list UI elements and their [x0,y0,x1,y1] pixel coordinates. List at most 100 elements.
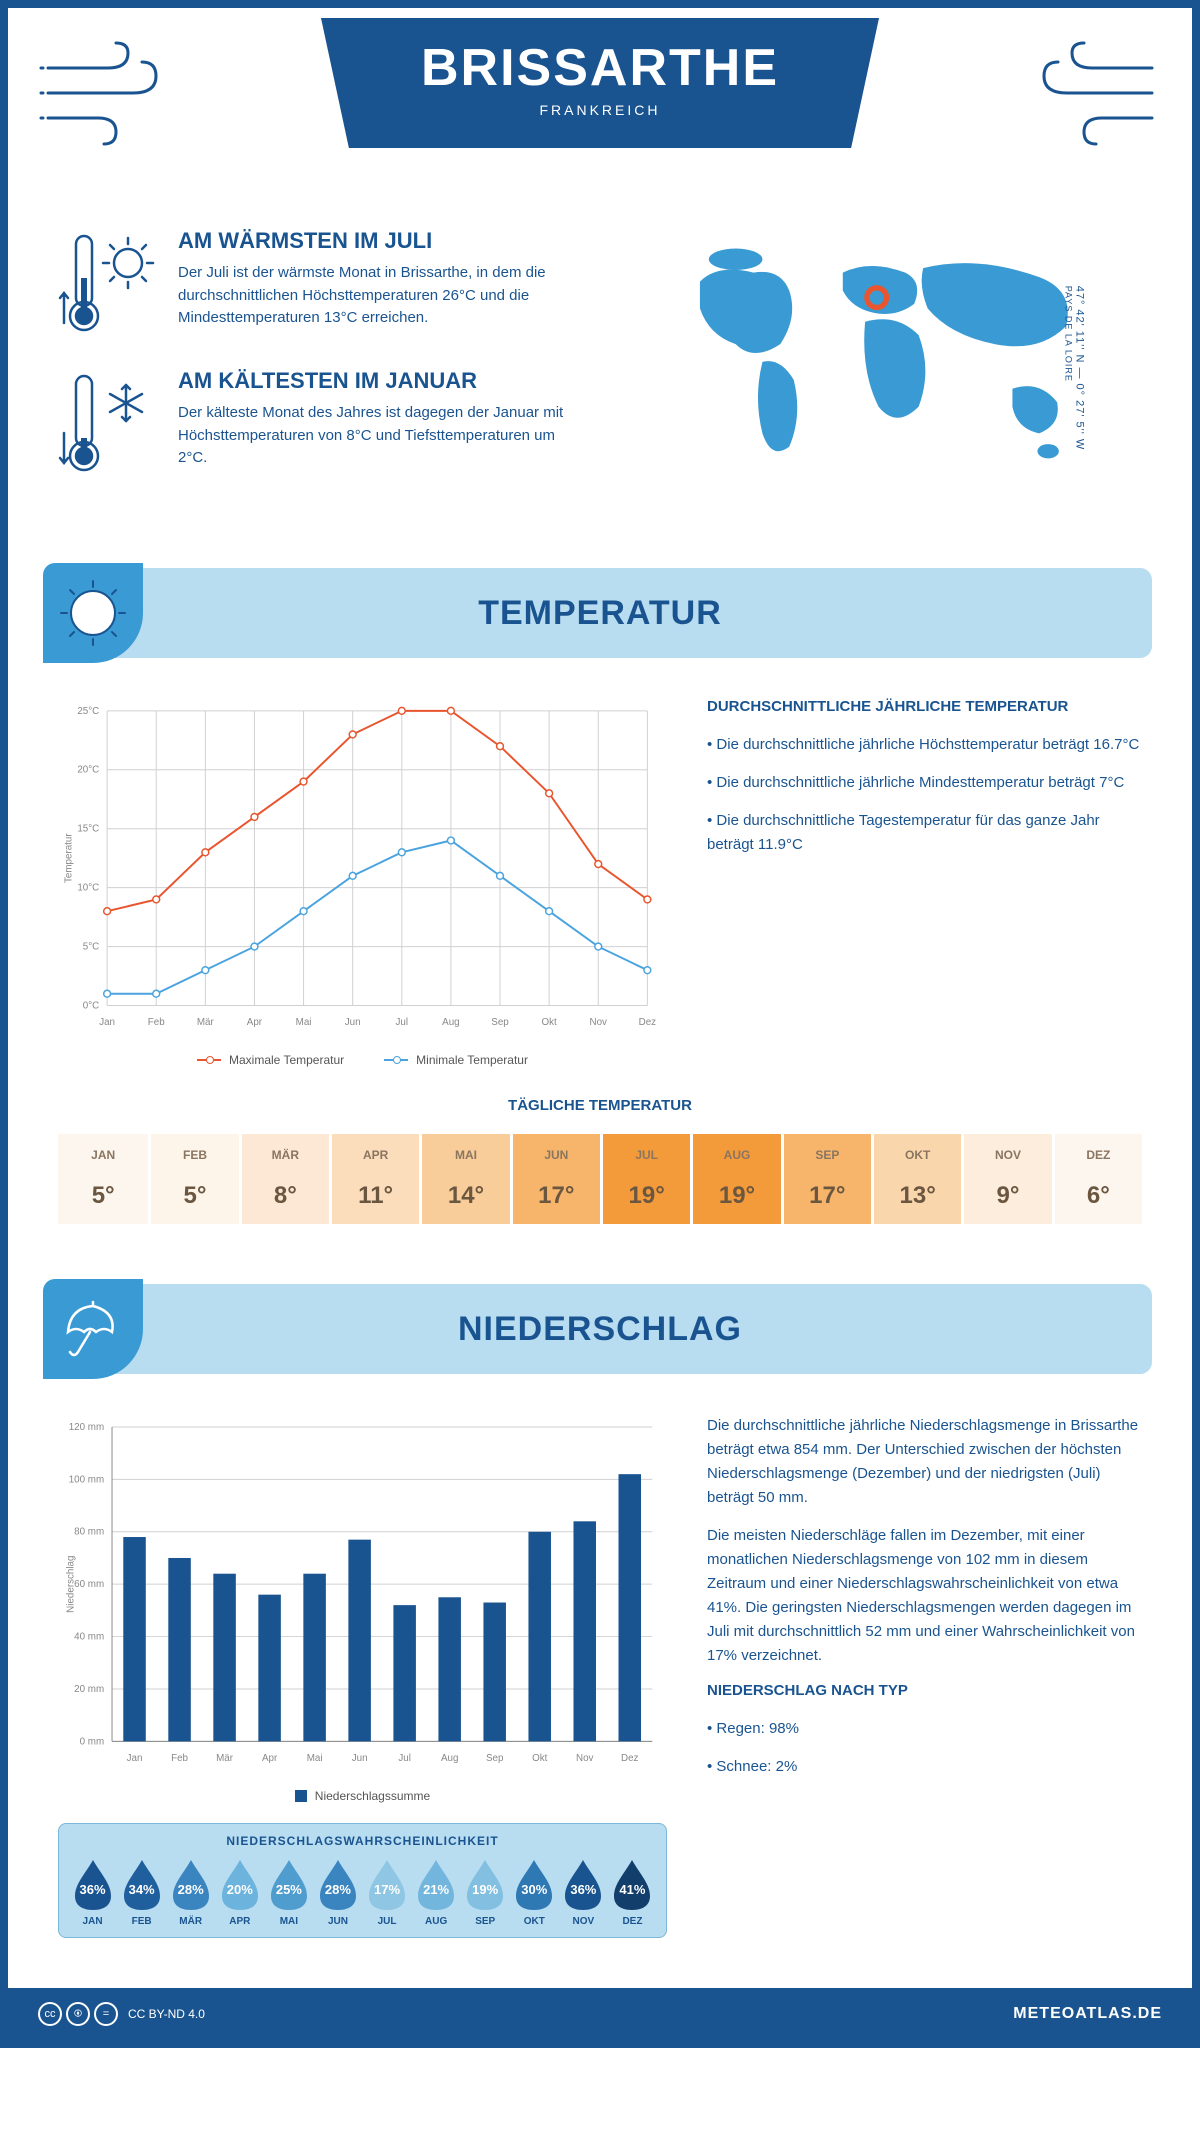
drop-cell: 25% MAI [265,1858,312,1927]
temp-cell: JUN 17° [510,1134,600,1224]
cc-icon: cc 🅯 = [38,2002,118,2026]
temp-cell-value: 5° [155,1182,234,1210]
wind-icon [1022,38,1162,158]
temp-cell-value: 5° [62,1182,144,1210]
svg-text:Apr: Apr [262,1753,278,1764]
drop-month: MÄR [167,1916,214,1927]
temperature-body: 0°C5°C10°C15°C20°C25°CJanFebMärAprMaiJun… [8,678,1192,1087]
warmest-text: AM WÄRMSTEN IM JULI Der Juli ist der wär… [178,228,585,338]
sun-icon [43,563,143,663]
temp-cell-value: 14° [426,1182,505,1210]
warmest-heading: AM WÄRMSTEN IM JULI [178,228,585,254]
drop-value: 36% [570,1882,596,1897]
drop-value: 28% [325,1882,351,1897]
coords-value: 47° 42' 11'' N — 0° 27' 5'' W [1074,286,1086,451]
drop-month: JUL [363,1916,410,1927]
svg-text:Jun: Jun [352,1753,368,1764]
precip-type-2: • Schnee: 2% [707,1755,1142,1779]
drop-value: 19% [472,1882,498,1897]
license-label: CC BY-ND 4.0 [128,2007,205,2021]
drop-month: NOV [560,1916,607,1927]
svg-text:Dez: Dez [621,1753,639,1764]
precip-type-1: • Regen: 98% [707,1717,1142,1741]
precipitation-body: 0 mm20 mm40 mm60 mm80 mm100 mm120 mmJanF… [8,1394,1192,1958]
svg-text:Apr: Apr [247,1017,263,1028]
temp-cell-value: 17° [517,1182,596,1210]
temp-cell-month: JAN [62,1148,144,1162]
svg-text:40 mm: 40 mm [74,1632,104,1643]
precipitation-section-header: NIEDERSCHLAG [48,1284,1152,1374]
svg-text:15°C: 15°C [77,824,99,835]
raindrop-icon: 20% [218,1858,262,1912]
drop-value: 25% [276,1882,302,1897]
svg-text:0°C: 0°C [83,1000,99,1011]
svg-text:Jan: Jan [99,1017,115,1028]
svg-text:Nov: Nov [576,1753,594,1764]
temp-cell: MAI 14° [419,1134,509,1224]
daily-temp-heading: TÄGLICHE TEMPERATUR [58,1097,1142,1114]
svg-text:10°C: 10°C [77,883,99,894]
svg-text:Aug: Aug [442,1017,459,1028]
temp-cell-month: DEZ [1059,1148,1138,1162]
raindrop-icon: 17% [365,1858,409,1912]
precip-p2: Die meisten Niederschläge fallen im Deze… [707,1524,1142,1668]
thermometer-hot-icon [58,228,158,338]
drop-month: AUG [413,1916,460,1927]
svg-text:Okt: Okt [541,1017,557,1028]
precipitation-bar-chart: 0 mm20 mm40 mm60 mm80 mm100 mm120 mmJanF… [58,1414,667,1774]
svg-text:60 mm: 60 mm [74,1579,104,1590]
drop-month: OKT [511,1916,558,1927]
country-label: FRANKREICH [421,102,779,118]
svg-text:Mär: Mär [197,1017,215,1028]
temp-cell-value: 19° [697,1182,776,1210]
drop-value: 20% [227,1882,253,1897]
drop-cell: 41% DEZ [609,1858,656,1927]
temp-cell: APR 11° [329,1134,419,1224]
raindrop-icon: 28% [316,1858,360,1912]
drop-month: JAN [69,1916,116,1927]
temp-cell-value: 13° [878,1182,957,1210]
legend-max: .legend-item:nth-child(1) .legend-swatch… [197,1053,344,1067]
drop-cell: 17% JUL [363,1858,410,1927]
svg-text:Okt: Okt [532,1753,548,1764]
drop-month: FEB [118,1916,165,1927]
drop-month: APR [216,1916,263,1927]
warmest-fact: AM WÄRMSTEN IM JULI Der Juli ist der wär… [58,228,585,338]
precipitation-probability: NIEDERSCHLAGSWAHRSCHEINLICHKEIT 36% JAN … [58,1823,667,1938]
raindrop-icon: 25% [267,1858,311,1912]
legend-precip-label: Niederschlagssumme [315,1789,430,1803]
temp-cell: FEB 5° [148,1134,238,1224]
page: BRISSARTHE FRANKREICH AM WÄRMSTEN IM JUL… [0,0,1200,2048]
svg-text:Jul: Jul [398,1753,411,1764]
temp-cell-value: 9° [968,1182,1047,1210]
svg-text:Aug: Aug [441,1753,458,1764]
svg-text:Jul: Jul [396,1017,409,1028]
temp-cell-month: OKT [878,1148,957,1162]
precip-p1: Die durchschnittliche jährliche Niedersc… [707,1414,1142,1510]
drop-cell: 28% JUN [314,1858,361,1927]
drop-value: 28% [178,1882,204,1897]
raindrop-icon: 30% [512,1858,556,1912]
svg-text:25°C: 25°C [77,706,99,717]
temp-cell: MÄR 8° [239,1134,329,1224]
temp-cell: AUG 19° [690,1134,780,1224]
temp-cell: SEP 17° [781,1134,871,1224]
temp-bullet-1: • Die durchschnittliche jährliche Höchst… [707,733,1142,757]
temp-cell-month: AUG [697,1148,776,1162]
temp-cell: JAN 5° [58,1134,148,1224]
temperature-text: DURCHSCHNITTLICHE JÄHRLICHE TEMPERATUR •… [707,698,1142,1067]
wind-icon [38,38,178,158]
svg-text:Feb: Feb [148,1017,165,1028]
temp-cell: JUL 19° [600,1134,690,1224]
precipitation-chart-area: 0 mm20 mm40 mm60 mm80 mm100 mm120 mmJanF… [58,1414,667,1938]
legend-min: .legend-item:nth-child(2) .legend-swatch… [384,1053,528,1067]
temp-cell: DEZ 6° [1052,1134,1142,1224]
svg-text:Mai: Mai [296,1017,312,1028]
svg-text:20 mm: 20 mm [74,1684,104,1695]
precip-prob-heading: NIEDERSCHLAGSWAHRSCHEINLICHKEIT [69,1834,656,1848]
license-block: cc 🅯 = CC BY-ND 4.0 [38,2002,205,2026]
page-footer: cc 🅯 = CC BY-ND 4.0 METEOATLAS.DE [8,1988,1192,2040]
raindrop-icon: 34% [120,1858,164,1912]
temperature-legend: .legend-item:nth-child(1) .legend-swatch… [58,1053,667,1067]
drop-cell: 30% OKT [511,1858,558,1927]
